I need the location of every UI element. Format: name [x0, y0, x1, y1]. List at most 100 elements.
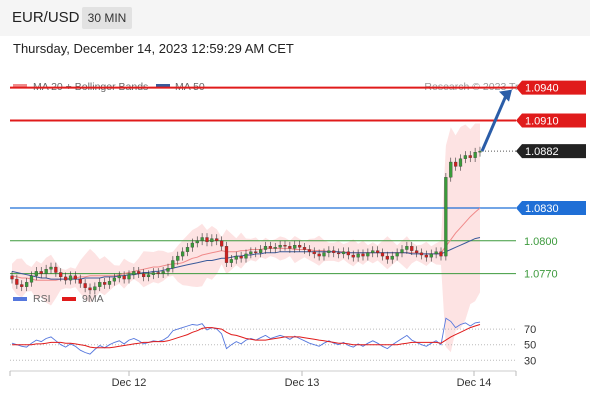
candle [137, 267, 141, 278]
rsi-panel: 70 50 30 [10, 317, 536, 367]
candle [49, 262, 53, 274]
level-tag-1.0910 [516, 113, 586, 128]
candle [229, 255, 233, 268]
candle [224, 241, 229, 268]
rsi-tick-label-70: 70 [524, 324, 536, 336]
candle [385, 251, 389, 264]
rsi-tick-label-30: 30 [524, 355, 536, 367]
ma50-legend-swatch [156, 84, 170, 88]
candle [293, 240, 297, 253]
candle [410, 241, 414, 255]
candle [34, 267, 38, 281]
candle [83, 279, 87, 293]
candle [268, 241, 272, 253]
candle [439, 247, 443, 261]
candle [156, 268, 160, 278]
candle [419, 248, 424, 260]
forecast-arrow-shaft [480, 95, 508, 152]
timeframe-button[interactable]: 30 MIN [82, 7, 132, 29]
candle [185, 242, 190, 257]
candle [205, 233, 209, 247]
candle [15, 274, 19, 289]
rsi-ma-legend-swatch [62, 297, 76, 301]
candle [39, 267, 43, 278]
candle [54, 262, 58, 277]
candle [405, 241, 409, 254]
candle [263, 241, 268, 254]
forecast-arrow [480, 89, 512, 152]
level-tag-1.0882 [516, 144, 586, 159]
candle [117, 271, 121, 283]
candle [64, 272, 68, 285]
candle [98, 277, 102, 292]
candle [259, 245, 263, 258]
candle [181, 247, 185, 261]
candle [220, 236, 224, 251]
candlesticks [10, 146, 482, 295]
level-labels: 1.0940 1.0910 1.0882 1.0830 1.0800 1.0770 [516, 80, 586, 281]
candle [107, 276, 112, 289]
rsi-tick-label-50: 50 [524, 340, 536, 352]
candle [278, 240, 282, 252]
level-label-1.0800: 1.0800 [524, 236, 558, 248]
candle [132, 267, 136, 280]
candle [298, 240, 302, 252]
candle [254, 247, 258, 258]
candle [380, 248, 385, 261]
candle [454, 157, 458, 171]
candle [288, 241, 292, 253]
x-tick-label: Dec 13 [285, 377, 320, 389]
candle [142, 269, 146, 282]
candle [429, 249, 433, 262]
candle [59, 268, 63, 282]
level-label-1.0830: 1.0830 [525, 203, 559, 215]
candle [283, 240, 287, 251]
candle [351, 250, 355, 262]
timestamp: Thursday, December 14, 2023 12:59:29 AM … [13, 41, 294, 56]
candle [112, 273, 116, 286]
candle [93, 282, 97, 295]
bollinger-bands [12, 123, 480, 353]
candle [424, 250, 428, 262]
rsi-ma-line [12, 324, 481, 349]
candle [200, 233, 204, 246]
forecast-arrow-head [499, 89, 512, 102]
candle [273, 242, 277, 253]
candle [346, 247, 350, 260]
candle [302, 242, 307, 254]
x-axis-ticks: Dec 12 Dec 13 Dec 14 [9, 371, 517, 389]
candle [468, 151, 472, 163]
candle [239, 251, 243, 263]
candle [390, 251, 394, 264]
rsi-legend-label: RSI [33, 293, 51, 305]
level-label-1.0910: 1.0910 [525, 115, 559, 127]
candle [449, 157, 453, 182]
candle [171, 256, 175, 273]
candle [473, 147, 477, 163]
price-levels [10, 86, 516, 275]
candle [434, 247, 438, 259]
x-tick-label: Dec 12 [112, 377, 147, 389]
candle [29, 271, 34, 287]
candle [332, 246, 336, 258]
rsi-ma-legend-label: 9MA [82, 293, 104, 305]
candle [444, 172, 448, 261]
candle [210, 234, 214, 247]
rsi-line [11, 317, 481, 355]
candle [73, 271, 77, 284]
bollinger-band-area [12, 123, 480, 353]
candle [122, 271, 126, 284]
candle [176, 251, 180, 265]
candle [337, 248, 341, 259]
candle [317, 249, 321, 261]
candle [215, 234, 219, 246]
level-tag-1.0940 [516, 80, 586, 95]
candle [400, 245, 404, 258]
level-label-1.0940: 1.0940 [525, 83, 559, 95]
candle [166, 263, 170, 276]
rsi-legend-swatch [13, 297, 27, 301]
candle [327, 246, 331, 258]
candle [127, 270, 131, 284]
instrument-title: EUR/USD [12, 9, 80, 26]
